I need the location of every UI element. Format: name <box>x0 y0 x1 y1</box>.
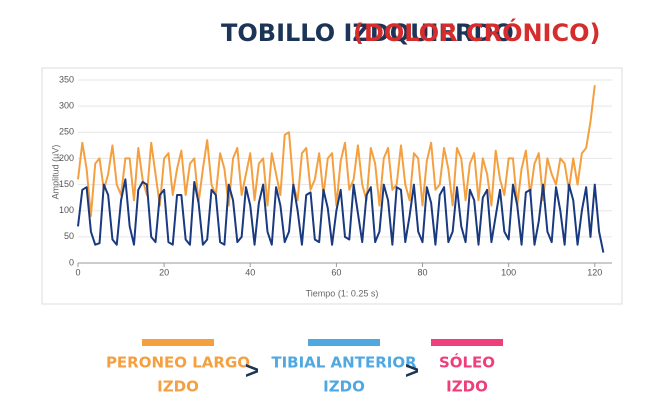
x-tick-label: 20 <box>159 267 169 277</box>
ranking-side: IZDO <box>446 378 488 396</box>
x-tick-label: 0 <box>75 267 80 277</box>
y-axis-label: Amplitud (µV) <box>50 145 60 200</box>
ranking-side: IZDO <box>323 378 365 396</box>
ranking-separator: > <box>405 357 419 384</box>
x-tick-label: 100 <box>501 267 516 277</box>
y-tick-label: 0 <box>69 257 74 267</box>
y-tick-label: 250 <box>59 127 74 137</box>
ranking-bar <box>431 339 503 346</box>
chart-title: TOBILLO IZDQUIERDO <box>221 19 514 47</box>
x-tick-label: 40 <box>245 267 255 277</box>
x-tick-label: 80 <box>418 267 428 277</box>
ranking-separator: > <box>245 357 259 384</box>
chart-panel <box>41 67 623 305</box>
y-tick-label: 300 <box>59 101 74 111</box>
y-tick-label: 50 <box>64 231 74 241</box>
y-tick-label: 100 <box>59 205 74 215</box>
ranking-name: TIBIAL ANTERIOR <box>271 354 417 372</box>
ranking-bar <box>142 339 214 346</box>
ranking-name: SÓLEO <box>439 353 495 372</box>
series-line <box>77 85 596 217</box>
x-tick-label: 120 <box>587 267 602 277</box>
ranking-bar <box>308 339 380 346</box>
ranking-side: IZDO <box>157 378 199 396</box>
chart-title-highlight: (DOLOR CRÓNICO) <box>353 17 600 47</box>
ranking-name: PERONEO LARGO <box>106 354 250 372</box>
y-tick-label: 200 <box>59 153 74 163</box>
y-tick-label: 150 <box>59 179 74 189</box>
x-tick-label: 60 <box>331 267 341 277</box>
x-axis-label: Tiempo (1: 0.25 s) <box>306 288 379 298</box>
y-tick-label: 350 <box>59 74 74 84</box>
series-line <box>77 178 605 253</box>
